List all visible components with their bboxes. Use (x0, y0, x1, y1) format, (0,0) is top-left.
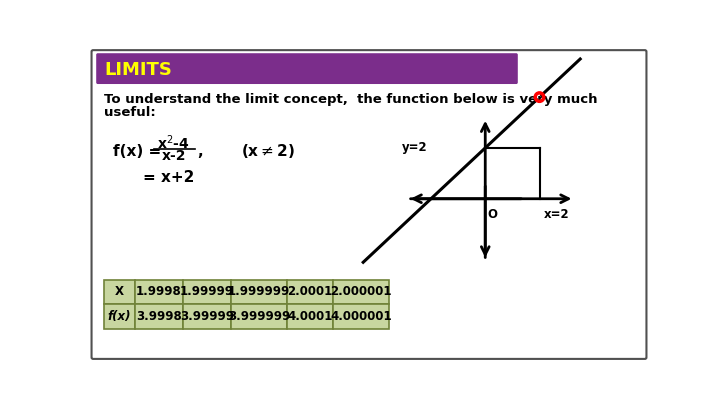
Bar (104, 304, 135, 329)
Text: 4.000001: 4.000001 (330, 310, 392, 323)
Bar (287, 279, 333, 304)
Text: LIMITS: LIMITS (104, 61, 172, 79)
Bar (333, 279, 389, 304)
Text: f(x) =: f(x) = (113, 143, 161, 158)
Text: X: X (115, 286, 124, 298)
Bar (135, 304, 183, 329)
Text: O: O (487, 208, 498, 221)
Text: useful:: useful: (104, 107, 156, 119)
Bar (104, 279, 135, 304)
FancyBboxPatch shape (96, 53, 518, 84)
Bar (183, 279, 231, 304)
Text: 2.000001: 2.000001 (330, 286, 392, 298)
Text: ,: , (197, 143, 202, 158)
FancyBboxPatch shape (91, 50, 647, 359)
Text: x$^2$-4: x$^2$-4 (158, 133, 190, 152)
Text: 1.999999: 1.999999 (228, 286, 290, 298)
Bar (287, 304, 333, 329)
Text: (x$\neq$2): (x$\neq$2) (241, 142, 295, 160)
Text: f(x): f(x) (108, 310, 131, 323)
Bar (231, 279, 287, 304)
Text: = x+2: = x+2 (143, 171, 194, 185)
Bar (333, 304, 389, 329)
Text: 3.9998: 3.9998 (136, 310, 182, 323)
Text: 3.999999: 3.999999 (228, 310, 290, 323)
Text: 1.99999: 1.99999 (180, 286, 234, 298)
Text: 3.99999: 3.99999 (180, 310, 234, 323)
Text: 4.0001: 4.0001 (287, 310, 333, 323)
Bar (135, 279, 183, 304)
Text: x=2: x=2 (544, 208, 569, 221)
Text: 1.9998: 1.9998 (136, 286, 182, 298)
Text: 2.0001: 2.0001 (287, 286, 333, 298)
Text: y=2: y=2 (402, 141, 427, 154)
Bar (231, 304, 287, 329)
Bar (183, 304, 231, 329)
Text: x-2: x-2 (161, 149, 186, 163)
Text: To understand the limit concept,  the function below is very much: To understand the limit concept, the fun… (104, 93, 598, 106)
